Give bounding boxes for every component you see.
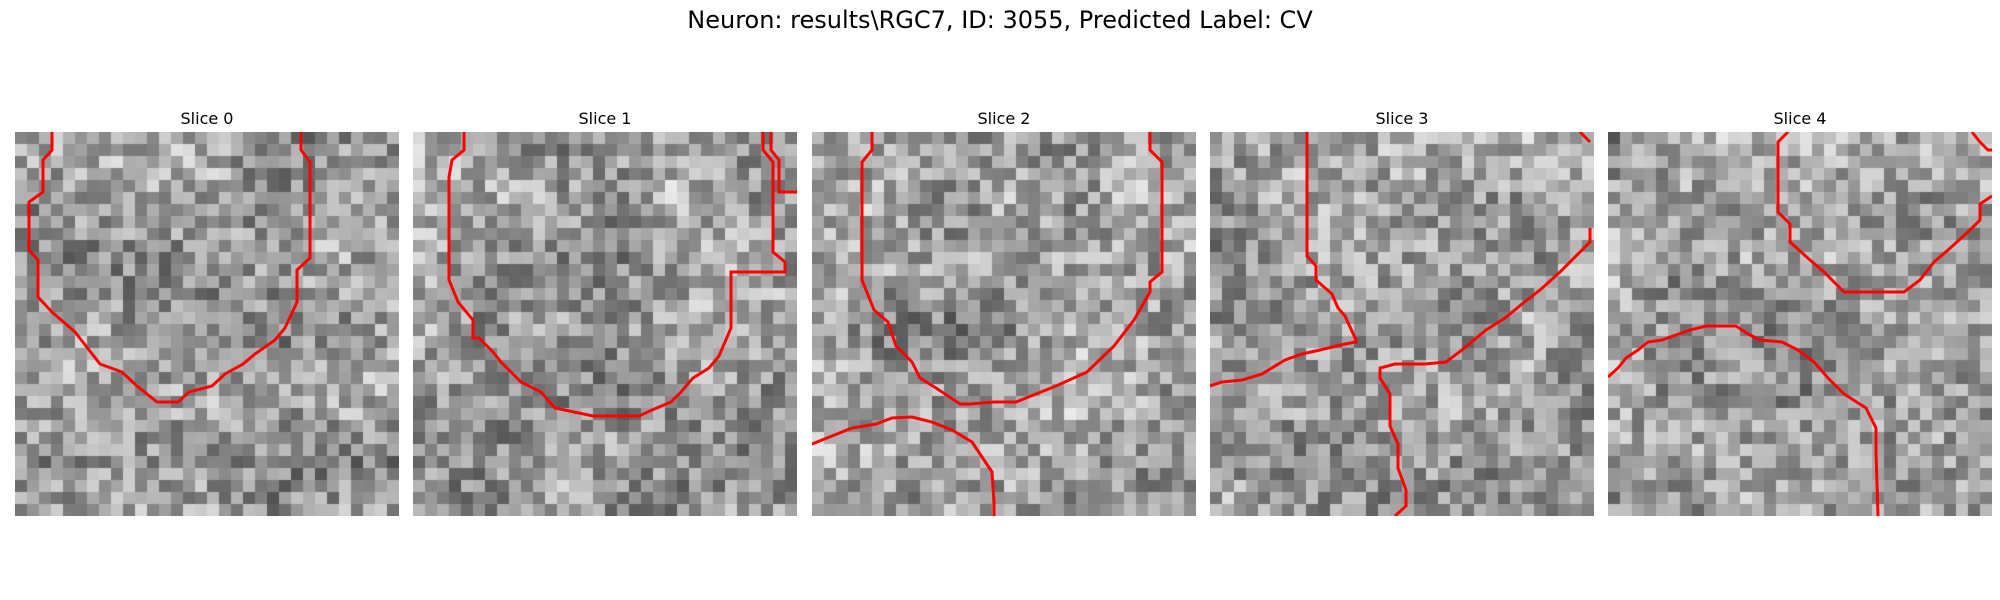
grayscale-texture [1210,132,1594,516]
slice-panel-1: Slice 1 [413,109,797,516]
segmentation-contour [812,415,996,516]
segmentation-contour [769,132,797,194]
slice-image [812,132,1196,516]
slice-image [1210,132,1594,516]
segmentation-contour [860,132,1164,406]
slice-panel-0: Slice 0 [15,109,399,516]
segmentation-contour [447,132,787,418]
contour-overlay [447,132,797,418]
figure-title: Neuron: results\RGC7, ID: 3055, Predicte… [687,6,1313,34]
slice-image [1608,132,1992,516]
slice-image [15,132,399,516]
contour-overlay [1210,132,1592,516]
slice-title: Slice 4 [1773,109,1827,128]
segmentation-contour [1578,132,1592,144]
contour-overlay [27,132,312,404]
grayscale-texture [15,132,399,516]
contour-overlay [812,132,1164,516]
contour-overlay [1608,132,1992,516]
slice-panel-2: Slice 2 [812,109,1196,516]
slice-title: Slice 0 [180,109,234,128]
segmentation-contour [1210,132,1358,388]
slice-title: Slice 2 [977,109,1031,128]
segmentation-contour [27,132,312,404]
slice-image [413,132,797,516]
slice-panel-3: Slice 3 [1210,109,1594,516]
slice-title: Slice 1 [578,109,632,128]
slice-panel-4: Slice 4 [1608,109,1992,516]
segmentation-contour [1776,132,1992,294]
grayscale-texture [1608,132,1992,516]
segmentation-contour [1608,324,1880,516]
grayscale-texture [413,132,797,516]
segmentation-contour [1378,228,1592,516]
slice-title: Slice 3 [1375,109,1429,128]
segmentation-contour [1970,132,1992,152]
